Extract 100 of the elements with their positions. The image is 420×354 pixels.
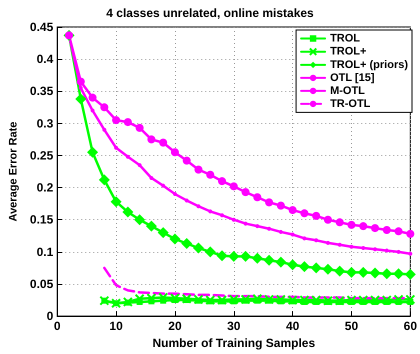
point xyxy=(244,222,248,226)
y-tick-label: 0.35 xyxy=(30,84,54,98)
point xyxy=(382,226,391,234)
point xyxy=(220,213,224,218)
point xyxy=(255,224,260,228)
point xyxy=(382,295,392,306)
point xyxy=(252,294,262,304)
point xyxy=(149,176,154,180)
point xyxy=(349,244,354,249)
legend-label: OTL [15] xyxy=(330,72,375,84)
point xyxy=(338,242,342,247)
legend-label: TR-OTL xyxy=(330,98,371,110)
x-tick-label: 50 xyxy=(344,319,358,334)
y-axis-title: Average Error Rate xyxy=(8,122,20,222)
point xyxy=(159,138,168,147)
point xyxy=(110,196,122,208)
point xyxy=(217,295,228,306)
point xyxy=(326,240,330,245)
point xyxy=(267,226,272,231)
point xyxy=(112,116,120,124)
point xyxy=(169,234,180,245)
point xyxy=(240,250,252,262)
point xyxy=(218,177,226,186)
point xyxy=(126,154,130,159)
point xyxy=(206,170,214,179)
point xyxy=(265,198,274,206)
point xyxy=(122,206,134,218)
point xyxy=(358,266,369,278)
point xyxy=(242,188,250,196)
point xyxy=(347,220,356,229)
point xyxy=(228,250,240,262)
point xyxy=(371,224,380,232)
point xyxy=(158,227,169,238)
y-tick-label: 0 xyxy=(46,309,54,324)
point xyxy=(336,218,344,226)
y-tick-label: 0.45 xyxy=(30,20,54,34)
point xyxy=(124,118,132,126)
point xyxy=(298,261,310,272)
point xyxy=(381,268,392,280)
point xyxy=(253,193,262,202)
point xyxy=(181,238,192,250)
point xyxy=(322,264,334,275)
point xyxy=(373,247,378,252)
point xyxy=(161,184,166,188)
point xyxy=(300,209,308,218)
point xyxy=(147,135,156,144)
point xyxy=(287,259,298,270)
point xyxy=(290,232,295,237)
point xyxy=(228,294,239,304)
y-tick-label: 0.25 xyxy=(30,148,54,162)
point xyxy=(276,294,286,304)
point xyxy=(204,246,216,258)
point xyxy=(275,256,286,268)
point xyxy=(134,294,145,304)
point xyxy=(75,93,86,104)
point xyxy=(146,220,157,232)
y-tick-label: 0.05 xyxy=(30,276,54,291)
point xyxy=(370,268,381,279)
point xyxy=(114,146,118,150)
x-tick-label: 30 xyxy=(227,319,241,334)
point xyxy=(182,156,191,165)
point xyxy=(406,230,414,238)
point xyxy=(314,238,318,242)
point xyxy=(182,294,192,304)
point xyxy=(264,294,274,304)
point xyxy=(394,227,403,236)
point xyxy=(230,182,238,190)
point xyxy=(288,295,298,306)
point xyxy=(88,94,97,102)
point xyxy=(358,295,368,306)
point xyxy=(216,250,228,262)
legend-label: TROL+ (priors) xyxy=(330,58,408,71)
point xyxy=(136,124,144,132)
y-tick-label: 0.2 xyxy=(36,180,54,195)
point xyxy=(158,292,168,302)
legend-label: TROL+ xyxy=(330,46,366,58)
point xyxy=(311,295,322,306)
x-axis-title: Number of Training Samples xyxy=(152,336,316,350)
point xyxy=(87,146,98,158)
point xyxy=(278,230,283,234)
point xyxy=(90,108,95,113)
point xyxy=(170,148,179,156)
point xyxy=(232,218,236,222)
point xyxy=(192,242,204,254)
point xyxy=(322,296,333,306)
point xyxy=(370,295,380,306)
point xyxy=(404,268,416,280)
x-tick-label: 60 xyxy=(404,319,418,334)
y-tick-label: 0.3 xyxy=(36,116,54,130)
point xyxy=(288,206,297,214)
point xyxy=(334,266,346,277)
point xyxy=(302,236,306,240)
legend-label: M-OTL xyxy=(330,84,366,97)
point xyxy=(359,222,368,230)
point xyxy=(78,86,83,90)
point xyxy=(170,293,180,304)
point xyxy=(240,294,251,304)
point xyxy=(252,252,263,264)
point xyxy=(312,212,320,220)
point xyxy=(122,296,133,307)
